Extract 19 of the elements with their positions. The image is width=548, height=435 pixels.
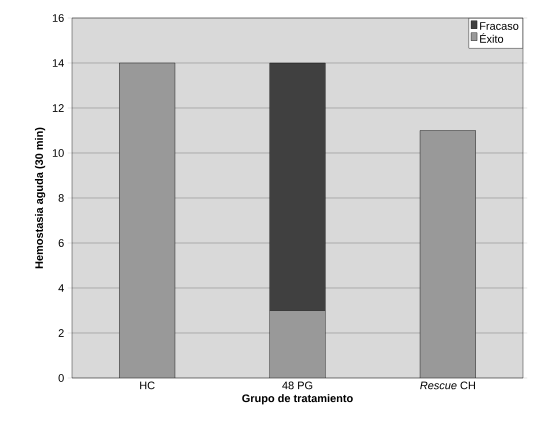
legend-label: Fracaso <box>480 22 518 30</box>
x-tick-label: Rescue CH <box>420 382 475 390</box>
bar <box>119 62 176 378</box>
y-tick-label: 0 <box>58 374 64 382</box>
y-tick-label: 10 <box>52 149 64 157</box>
y-tick-label: 14 <box>52 59 64 67</box>
x-axis-title: Grupo de tratamiento <box>242 394 353 404</box>
y-tick-label: 16 <box>52 14 64 22</box>
y-tick-label: 6 <box>58 239 64 247</box>
x-tick-label: HC <box>140 382 155 390</box>
bar <box>420 130 476 378</box>
y-tick-label: 8 <box>58 194 64 202</box>
y-tick-label: 4 <box>58 284 64 292</box>
y-tick-label: 12 <box>52 104 64 112</box>
x-tick-label: 48 PG <box>282 382 312 390</box>
legend-label: Éxito <box>480 33 504 43</box>
bar <box>269 310 326 378</box>
y-axis-title: Hemostasia aguda (30 min) <box>34 128 46 268</box>
y-tick-label: 2 <box>58 329 64 337</box>
